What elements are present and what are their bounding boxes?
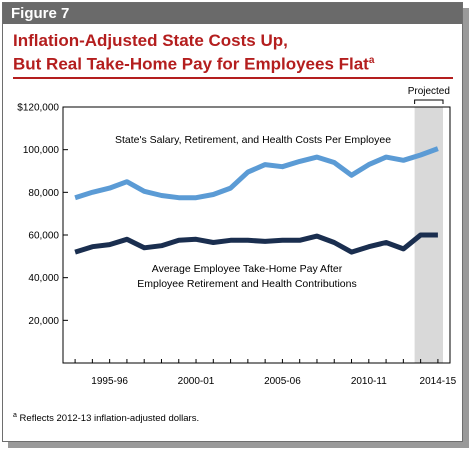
figure-label: Figure 7: [3, 3, 462, 24]
y-tick-label: 100,000: [23, 145, 60, 156]
x-tick-label: 2014-15: [420, 376, 457, 387]
title-line-1: Inflation-Adjusted State Costs Up,: [13, 31, 288, 50]
pay-series-line: [74, 232, 438, 255]
y-tick-label: 60,000: [28, 231, 59, 242]
figure-frame: Figure 7 Inflation-Adjusted State Costs …: [2, 2, 463, 442]
pay-series-label-line-1: Average Employee Take-Home Pay After: [152, 263, 343, 275]
costs-series-line: [74, 146, 439, 201]
y-tick-label: $120,000: [17, 103, 59, 114]
footnote-text: Reflects 2012-13 inflation-adjusted doll…: [19, 413, 200, 425]
title-line-2: But Real Take-Home Pay for Employees Fla…: [13, 51, 453, 75]
footnote-marker: a: [13, 412, 17, 419]
x-tick-label: 1995-96: [91, 376, 128, 387]
footnote: a Reflects 2012-13 inflation-adjusted do…: [13, 412, 199, 424]
title-rule: [13, 77, 453, 79]
title-footnote-marker: a: [368, 55, 375, 66]
x-tick-label: 2010-11: [351, 376, 387, 387]
y-tick-label: 40,000: [28, 273, 59, 284]
x-tick-label: 2000-01: [178, 376, 215, 387]
costs-series-label: State's Salary, Retirement, and Health C…: [115, 134, 391, 146]
projected-bracket: [414, 99, 444, 104]
projected-label: Projected: [408, 86, 450, 97]
pay-series-label-line-2: Employee Retirement and Health Contribut…: [137, 278, 356, 290]
x-tick-label: 2005-06: [264, 376, 301, 387]
title-line-2-text: But Real Take-Home Pay for Employees Fla…: [13, 54, 369, 74]
chart-title: Inflation-Adjusted State Costs Up, But R…: [13, 31, 453, 75]
y-tick-label: 20,000: [28, 316, 59, 327]
y-tick-label: 80,000: [28, 188, 59, 199]
